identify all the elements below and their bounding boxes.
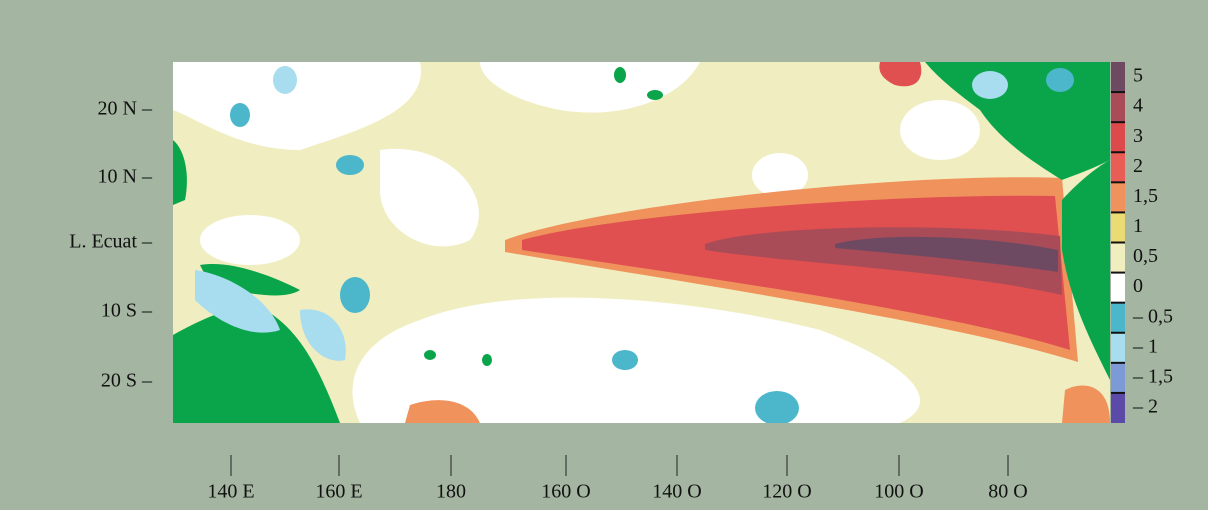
y-axis-label: 20 N – xyxy=(98,98,153,120)
legend-label: 0 xyxy=(1133,275,1143,297)
x-axis-label: 180 xyxy=(436,481,466,503)
land xyxy=(173,140,187,205)
legend-swatch xyxy=(1111,62,1125,93)
legend-swatch xyxy=(1111,92,1125,123)
land xyxy=(173,307,340,423)
cool-anomaly xyxy=(273,66,297,94)
x-axis-label: 160 E xyxy=(315,481,362,503)
y-axis-label: 10 N – xyxy=(98,166,153,188)
legend-label: 3 xyxy=(1133,125,1143,147)
x-axis-label: 100 O xyxy=(874,481,923,503)
neutral-area xyxy=(480,62,700,113)
legend-label: 0,5 xyxy=(1133,245,1158,267)
y-axis-label: 20 S – xyxy=(101,370,153,392)
legend-label: – 2 xyxy=(1132,396,1158,418)
warm-anomaly xyxy=(835,236,1058,272)
legend-label: – 1 xyxy=(1132,335,1158,357)
warm-anomaly xyxy=(1062,385,1110,423)
neutral-area xyxy=(200,215,300,265)
cool-anomaly xyxy=(300,309,346,361)
legend-swatch xyxy=(1111,302,1125,333)
legend-label: 1,5 xyxy=(1133,185,1158,207)
legend-swatch xyxy=(1111,272,1125,303)
cool-anomaly xyxy=(612,350,638,370)
legend-swatch xyxy=(1111,332,1125,363)
x-axis-label: 80 O xyxy=(988,481,1027,503)
island xyxy=(424,350,436,360)
legend-swatch xyxy=(1111,152,1125,183)
island xyxy=(647,90,663,100)
x-axis-label: 140 O xyxy=(652,481,701,503)
x-axis-label: 160 O xyxy=(541,481,590,503)
map xyxy=(173,62,1110,423)
legend-swatch xyxy=(1111,362,1125,393)
island xyxy=(614,67,626,83)
cool-anomaly xyxy=(755,391,799,423)
cool-anomaly xyxy=(195,270,280,333)
legend-swatch xyxy=(1111,392,1125,423)
neutral-area xyxy=(173,62,421,150)
legend-swatch xyxy=(1111,122,1125,153)
land xyxy=(1062,160,1110,380)
legend-swatch xyxy=(1111,182,1125,213)
x-axis-label: 120 O xyxy=(762,481,811,503)
cool-anomaly xyxy=(230,103,250,127)
legend-label: 1 xyxy=(1133,215,1143,237)
cool-anomaly xyxy=(340,277,370,313)
neutral-area xyxy=(380,148,479,247)
cool-anomaly xyxy=(1046,68,1074,92)
island xyxy=(482,354,492,366)
legend-label: 5 xyxy=(1133,65,1143,87)
cool-anomaly xyxy=(336,155,364,175)
warm-anomaly xyxy=(879,62,922,87)
legend-label: – 1,5 xyxy=(1132,365,1173,387)
legend-swatch xyxy=(1111,212,1125,243)
legend-label: – 0,5 xyxy=(1132,305,1173,327)
x-axis-label: 140 E xyxy=(207,481,254,503)
legend-label: 2 xyxy=(1133,155,1143,177)
cool-anomaly xyxy=(972,71,1008,99)
legend-swatch xyxy=(1111,242,1125,273)
neutral-area xyxy=(900,100,980,160)
neutral-area xyxy=(752,153,808,197)
y-axis-label: L. Ecuat – xyxy=(69,231,153,253)
legend-label: 4 xyxy=(1133,95,1143,117)
y-axis-label: 10 S – xyxy=(101,300,153,322)
warm-anomaly xyxy=(405,400,480,423)
